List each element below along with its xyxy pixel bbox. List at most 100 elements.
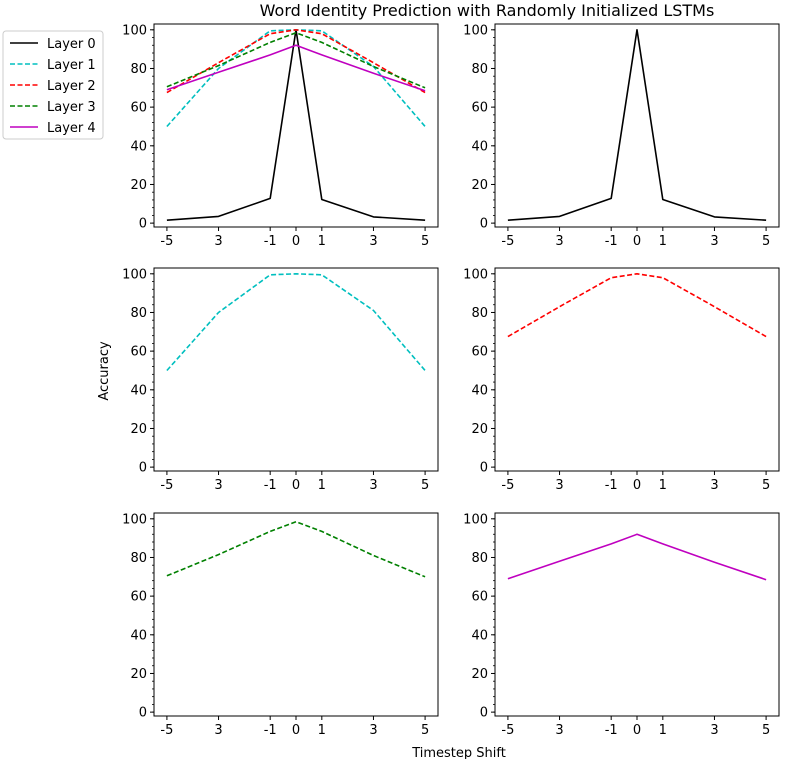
legend-label: Layer 3 (47, 100, 96, 115)
x-tick-label: 1 (659, 478, 667, 493)
legend-label: Layer 2 (47, 79, 96, 94)
series-line-layer-1 (166, 272, 426, 372)
x-tick-label: -1 (605, 234, 618, 249)
x-tick-label: 3 (710, 723, 718, 738)
x-tick-label: 5 (762, 478, 770, 493)
y-tick-label: 0 (480, 217, 488, 232)
y-tick-label: 0 (480, 706, 488, 721)
subplot-bottom-left: 0 20 40 60 80 100 -5 3 -1 0 1 3 5 (122, 512, 439, 738)
x-tick-label: 0 (292, 478, 300, 493)
legend-box (2, 30, 104, 140)
series-line-layer-3 (166, 520, 426, 578)
y-tick-label: 0 (139, 217, 147, 232)
chart-title: Word Identity Prediction with Randomly I… (260, 1, 715, 20)
legend-label: Layer 4 (47, 121, 96, 136)
y-tick-label: 60 (471, 590, 488, 605)
x-tick-label: 3 (369, 234, 377, 249)
y-tick-label: 20 (471, 178, 488, 193)
x-tick-label: 3 (555, 723, 563, 738)
x-tick-label: -1 (605, 478, 618, 493)
y-tick-label: 80 (471, 306, 488, 321)
axes-frame (153, 512, 439, 717)
subplot-middle-right: 0 20 40 60 80 100 -5 3 -1 0 1 3 5 (463, 267, 780, 493)
y-tick-label: 20 (130, 667, 147, 682)
axes-frame (153, 23, 439, 228)
y-tick-label: 100 (122, 267, 147, 282)
series-line-layer-3 (166, 31, 426, 89)
x-tick-label: 1 (318, 723, 326, 738)
legend: Layer 0 Layer 1 Layer 2 Layer 3 Layer 4 (2, 30, 104, 140)
x-tick-label: -1 (264, 723, 277, 738)
y-axis-label: Accuracy (97, 341, 112, 401)
x-tick-label: 0 (633, 478, 641, 493)
y-tick-label: 100 (463, 267, 488, 282)
x-tick-label: 0 (292, 723, 300, 738)
y-tick-label: 80 (471, 551, 488, 566)
y-tick-label: 0 (139, 706, 147, 721)
y-tick-label: 80 (130, 551, 147, 566)
y-tick-label: 100 (122, 512, 147, 527)
x-tick-label: 5 (762, 234, 770, 249)
y-tick-label: 100 (463, 23, 488, 38)
x-tick-label: 5 (421, 234, 429, 249)
series-line-layer-2 (166, 28, 426, 94)
y-tick-label: 40 (130, 628, 147, 643)
y-tick-label: 60 (130, 590, 147, 605)
x-tick-label: 3 (369, 478, 377, 493)
x-tick-label: 5 (421, 723, 429, 738)
y-tick-label: 0 (480, 461, 488, 476)
x-tick-label: 5 (762, 723, 770, 738)
y-tick-label: 100 (463, 512, 488, 527)
legend-label: Layer 0 (47, 37, 96, 52)
x-tick-label: -5 (501, 723, 514, 738)
y-tick-label: 80 (471, 62, 488, 77)
x-tick-label: 3 (214, 723, 222, 738)
x-tick-label: -1 (264, 478, 277, 493)
x-axis-label: Timestep Shift (411, 746, 506, 759)
y-tick-label: 60 (471, 345, 488, 360)
series-line-layer-0 (507, 28, 767, 221)
series-line-layer-2 (507, 272, 767, 338)
y-tick-label: 60 (130, 101, 147, 116)
x-tick-label: 5 (421, 478, 429, 493)
y-tick-label: 60 (130, 345, 147, 360)
y-tick-label: 20 (471, 667, 488, 682)
x-tick-label: 3 (555, 234, 563, 249)
y-tick-label: 60 (471, 101, 488, 116)
legend-label: Layer 1 (47, 58, 96, 73)
series-line-layer-4 (166, 44, 426, 92)
x-tick-label: -5 (160, 723, 173, 738)
y-tick-label: 80 (130, 306, 147, 321)
axes-frame (494, 23, 780, 228)
y-tick-label: 40 (471, 383, 488, 398)
x-tick-label: 3 (369, 723, 377, 738)
axes-frame (494, 267, 780, 472)
y-tick-label: 100 (122, 23, 147, 38)
x-tick-label: 1 (318, 234, 326, 249)
y-tick-label: 80 (130, 62, 147, 77)
x-tick-label: 3 (555, 478, 563, 493)
x-tick-label: -5 (501, 234, 514, 249)
x-tick-label: 3 (214, 478, 222, 493)
x-tick-label: 3 (214, 234, 222, 249)
subplot-bottom-right: 0 20 40 60 80 100 -5 3 -1 0 1 3 5 (463, 512, 780, 738)
y-tick-label: 40 (471, 628, 488, 643)
subplot-middle-left: 0 20 40 60 80 100 -5 3 -1 0 1 3 5 (122, 267, 439, 493)
x-tick-label: 0 (633, 723, 641, 738)
y-tick-label: 20 (471, 422, 488, 437)
y-tick-label: 40 (130, 383, 147, 398)
x-tick-label: 3 (710, 234, 718, 249)
x-tick-label: -1 (605, 723, 618, 738)
x-tick-label: -1 (264, 234, 277, 249)
subplot-top-right: 0 20 40 60 80 100 -5 3 -1 0 1 3 5 (463, 23, 780, 249)
x-tick-label: -5 (501, 478, 514, 493)
x-tick-label: 3 (710, 478, 718, 493)
y-tick-label: 0 (139, 461, 147, 476)
x-tick-label: 1 (659, 723, 667, 738)
y-tick-label: 40 (471, 139, 488, 154)
y-tick-label: 40 (130, 139, 147, 154)
series-line-layer-4 (507, 533, 767, 581)
x-tick-label: 0 (633, 234, 641, 249)
x-tick-label: 0 (292, 234, 300, 249)
